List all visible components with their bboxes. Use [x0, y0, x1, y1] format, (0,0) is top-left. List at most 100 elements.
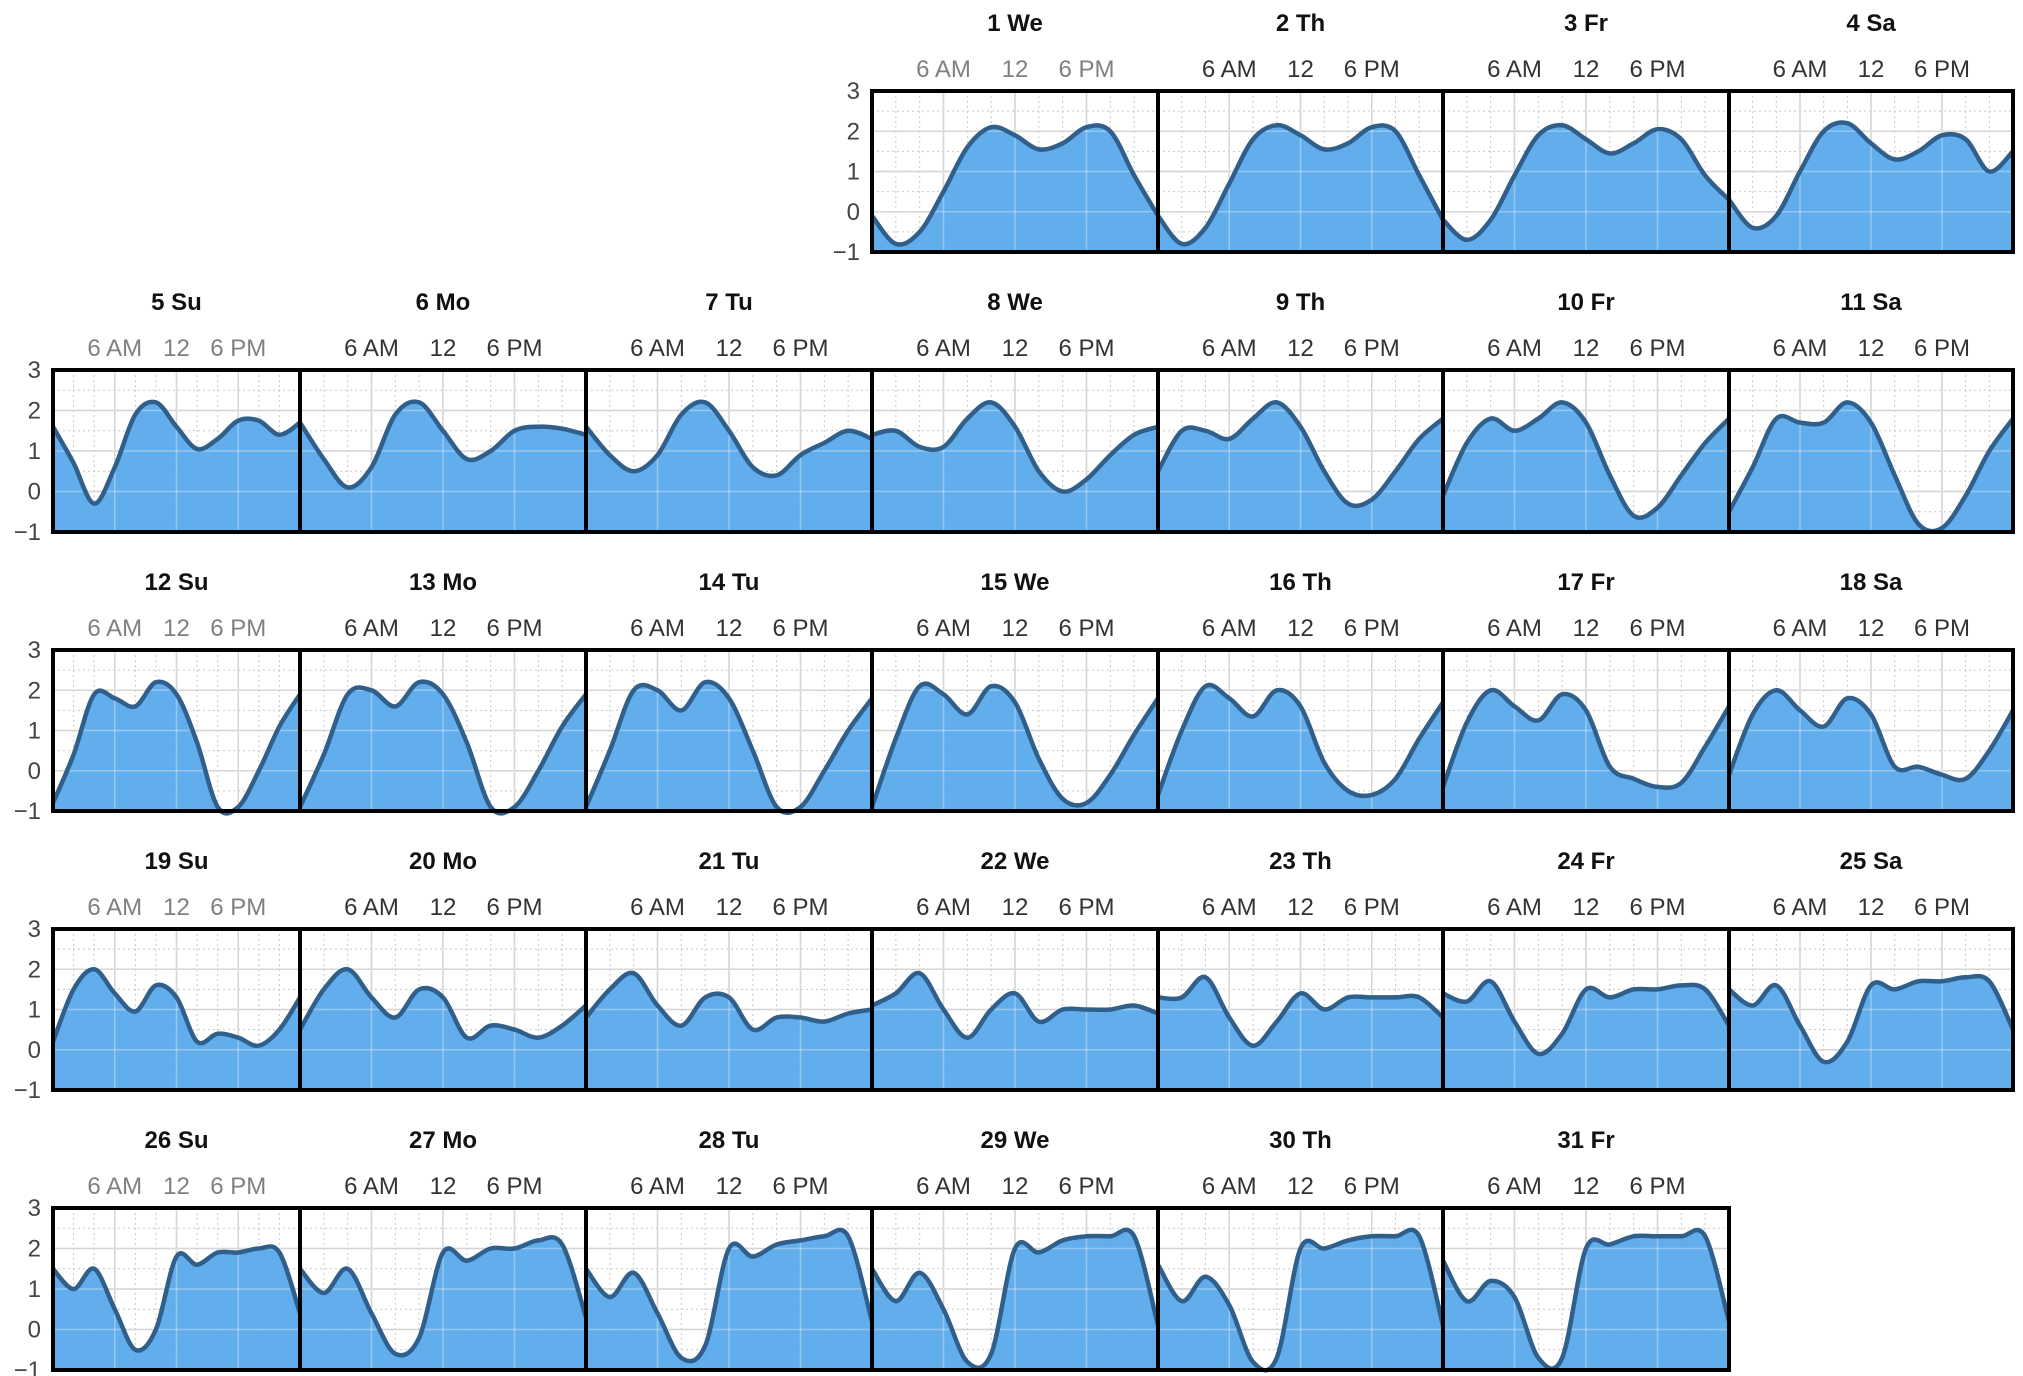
day-title: 8 We — [987, 289, 1043, 316]
hour-label: 6 PM — [772, 335, 828, 362]
day-panel: 21 Tu 6 AM 12 6 PM — [584, 848, 874, 1092]
hour-label: 6 AM — [87, 335, 142, 362]
hour-label: 6 AM — [916, 56, 971, 83]
tide-area — [53, 969, 300, 1090]
day-panel: 17 Fr 6 AM 12 6 PM — [1440, 569, 1731, 813]
day-title: 31 Fr — [1557, 1127, 1614, 1154]
day-title: 10 Fr — [1557, 289, 1614, 316]
y-tick-label: 2 — [28, 1236, 41, 1263]
hour-label: 6 PM — [1914, 335, 1970, 362]
tide-area — [1158, 684, 1443, 811]
hour-label: 6 AM — [916, 894, 971, 921]
hour-label: 12 — [1573, 1173, 1600, 1200]
hour-label: 6 AM — [1773, 335, 1828, 362]
day-panel: 9 Th 6 AM 12 6 PM — [1156, 289, 1445, 534]
day-title: 13 Mo — [409, 569, 477, 596]
tide-area — [1443, 1230, 1729, 1370]
hour-label: 12 — [716, 615, 743, 642]
hour-label: 12 — [716, 894, 743, 921]
hour-label: 12 — [430, 894, 457, 921]
hour-label: 12 — [430, 615, 457, 642]
day-panel: 24 Fr 6 AM 12 6 PM — [1441, 848, 1731, 1092]
hour-label: 6 PM — [1914, 894, 1970, 921]
panel-frame — [1727, 648, 2015, 813]
hour-label: 6 PM — [1629, 615, 1685, 642]
tide-line — [50, 679, 302, 816]
hour-label: 6 AM — [630, 335, 685, 362]
day-panel: 27 Mo 6 AM 12 6 PM — [298, 1127, 589, 1372]
hour-label: 12 — [1287, 56, 1314, 83]
day-title: 9 Th — [1276, 289, 1325, 316]
hour-label: 6 PM — [1058, 1173, 1114, 1200]
y-tick-label: 3 — [28, 916, 41, 943]
day-panel: 26 Su6 AM 12 6 PM — [51, 1127, 303, 1372]
day-panel: 12 Su6 AM 12 6 PM — [50, 569, 302, 816]
tide-area — [872, 973, 1158, 1090]
hour-label: 12 — [1573, 56, 1600, 83]
day-panel: 20 Mo 6 AM 12 6 PM — [298, 848, 588, 1092]
day-title: 26 Su — [144, 1127, 208, 1154]
y-tick-label: 1 — [28, 1276, 41, 1303]
day-title: 21 Tu — [699, 848, 760, 875]
day-title: 14 Tu — [699, 569, 760, 596]
hour-label: 6 AM — [630, 615, 685, 642]
tide-line — [298, 1235, 589, 1358]
day-title: 16 Th — [1269, 569, 1332, 596]
day-panel: 5 Su 6 AM 12 6 PM — [51, 289, 302, 534]
tide-line — [298, 967, 588, 1041]
tide-line — [870, 1227, 1161, 1370]
day-panel: 15 We 6 AM 12 6 PM — [869, 569, 1160, 813]
tide-area — [586, 1229, 872, 1370]
tide-area — [53, 401, 300, 532]
hour-label: 12 — [430, 1173, 457, 1200]
hour-label: 12 — [1573, 894, 1600, 921]
tide-line — [871, 400, 1159, 494]
hour-label: 6 PM — [210, 894, 266, 921]
day-panel: 10 Fr 6 AM 12 6 PM — [1440, 289, 1731, 534]
hour-label: 12 — [1002, 1173, 1029, 1200]
hour-label: 6 PM — [1058, 56, 1114, 83]
tide-area — [53, 1246, 300, 1370]
tide-line — [870, 970, 1159, 1040]
hour-label: 6 AM — [344, 1173, 399, 1200]
y-tick-label: 1 — [28, 718, 41, 745]
day-title: 5 Su — [151, 289, 202, 316]
day-panel: 31 Fr 6 AM 12 6 PM — [1441, 1127, 1732, 1372]
hour-label: 12 — [1002, 615, 1029, 642]
y-tick-label: −1 — [14, 519, 41, 546]
y-tick-label: 2 — [847, 118, 860, 145]
day-panel: 13 Mo 6 AM 12 6 PM — [297, 569, 588, 816]
hour-label: 6 AM — [1202, 56, 1257, 83]
tide-line — [1727, 973, 2016, 1065]
tide-area — [1158, 1229, 1443, 1371]
hour-label: 6 PM — [486, 1173, 542, 1200]
hour-label: 6 AM — [1202, 615, 1257, 642]
hour-label: 6 PM — [486, 894, 542, 921]
day-title: 22 We — [981, 848, 1050, 875]
tide-line — [870, 123, 1160, 247]
hour-label: 6 AM — [1487, 56, 1542, 83]
hour-label: 6 PM — [1629, 56, 1685, 83]
hour-label: 12 — [1002, 335, 1029, 362]
hour-label: 12 — [1573, 615, 1600, 642]
hour-label: 6 PM — [210, 615, 266, 642]
hour-label: 12 — [716, 335, 743, 362]
day-title: 25 Sa — [1840, 848, 1903, 875]
day-panel: 23 Th 6 AM 12 6 PM — [1156, 848, 1445, 1092]
day-panel: 6 Mo 6 AM 12 6 PM — [298, 289, 588, 534]
day-panel: 25 Sa 6 AM 12 6 PM — [1727, 848, 2016, 1092]
hour-label: 6 AM — [916, 1173, 971, 1200]
hour-label: 12 — [1858, 894, 1885, 921]
tide-line — [1727, 120, 2015, 231]
tide-area — [300, 681, 586, 814]
y-tick-label: 1 — [28, 997, 41, 1024]
day-title: 11 Sa — [1840, 289, 1902, 316]
tide-line — [1441, 1227, 1732, 1371]
day-panel: 1 We 6 AM 12 6 PM — [870, 10, 1160, 254]
hour-label: 12 — [1287, 1173, 1314, 1200]
hour-label: 6 PM — [1344, 1173, 1400, 1200]
tide-line — [298, 399, 587, 490]
hour-label: 6 AM — [1487, 894, 1542, 921]
tide-line — [50, 967, 302, 1049]
